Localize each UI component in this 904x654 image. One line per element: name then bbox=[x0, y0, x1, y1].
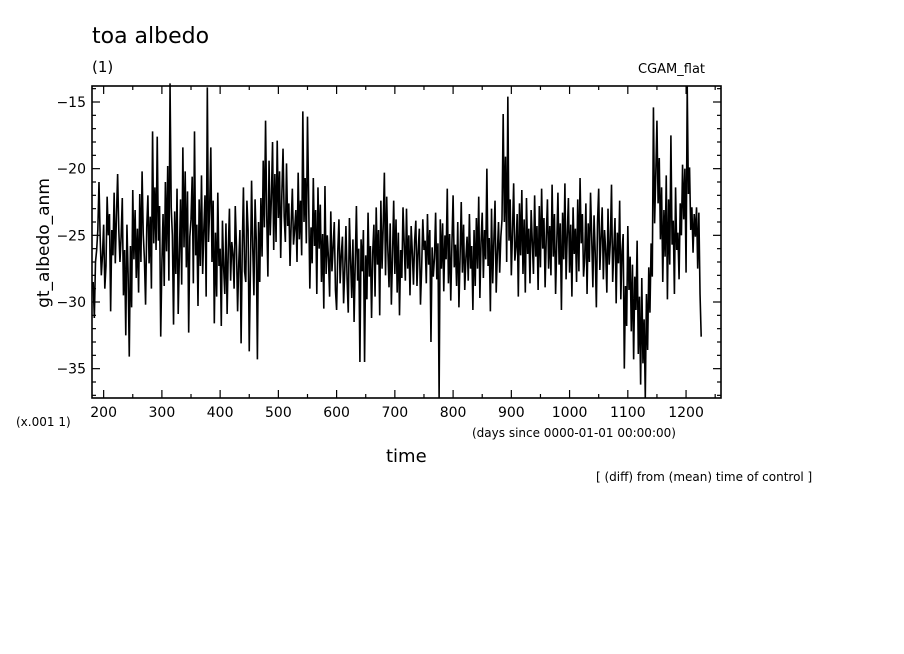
plot-frame bbox=[91, 85, 722, 399]
chart-title: toa albedo bbox=[92, 24, 210, 49]
ticks-layer: 200 300 400 500 600 700 800 900 1000 1100 1200 −35 −… bbox=[56, 86, 721, 421]
chart-units: (1) bbox=[92, 58, 114, 76]
x-axis-label: time bbox=[386, 446, 427, 467]
x-tick-label: 600 bbox=[323, 405, 350, 421]
x-tick-label: 500 bbox=[265, 405, 292, 421]
y-tick-label: −35 bbox=[56, 362, 86, 378]
x-tick-label: 200 bbox=[90, 405, 117, 421]
series-line bbox=[92, 83, 702, 399]
x-tick-label: 1000 bbox=[552, 405, 588, 421]
series-layer bbox=[92, 83, 702, 399]
x-tick-label: 1200 bbox=[668, 405, 704, 421]
y-tick-label: −15 bbox=[56, 95, 86, 111]
x-tick-label: 300 bbox=[149, 405, 176, 421]
y-tick-label: −25 bbox=[56, 228, 86, 244]
x-axis-units: (days since 0000-01-01 00:00:00) bbox=[472, 426, 676, 440]
y-tick-label: −30 bbox=[56, 295, 86, 311]
x-tick-label: 900 bbox=[498, 405, 525, 421]
x-tick-label: 700 bbox=[381, 405, 408, 421]
x-tick-label: 800 bbox=[440, 405, 467, 421]
x-tick-label: 1100 bbox=[610, 405, 646, 421]
y-tick-label: −20 bbox=[56, 162, 86, 178]
footnote: [ (diff) from (mean) time of control ] bbox=[596, 470, 813, 484]
run-label: CGAM_flat bbox=[638, 62, 706, 77]
x-tick-label: 400 bbox=[207, 405, 234, 421]
y-scale-note: (x.001 1) bbox=[16, 415, 71, 429]
